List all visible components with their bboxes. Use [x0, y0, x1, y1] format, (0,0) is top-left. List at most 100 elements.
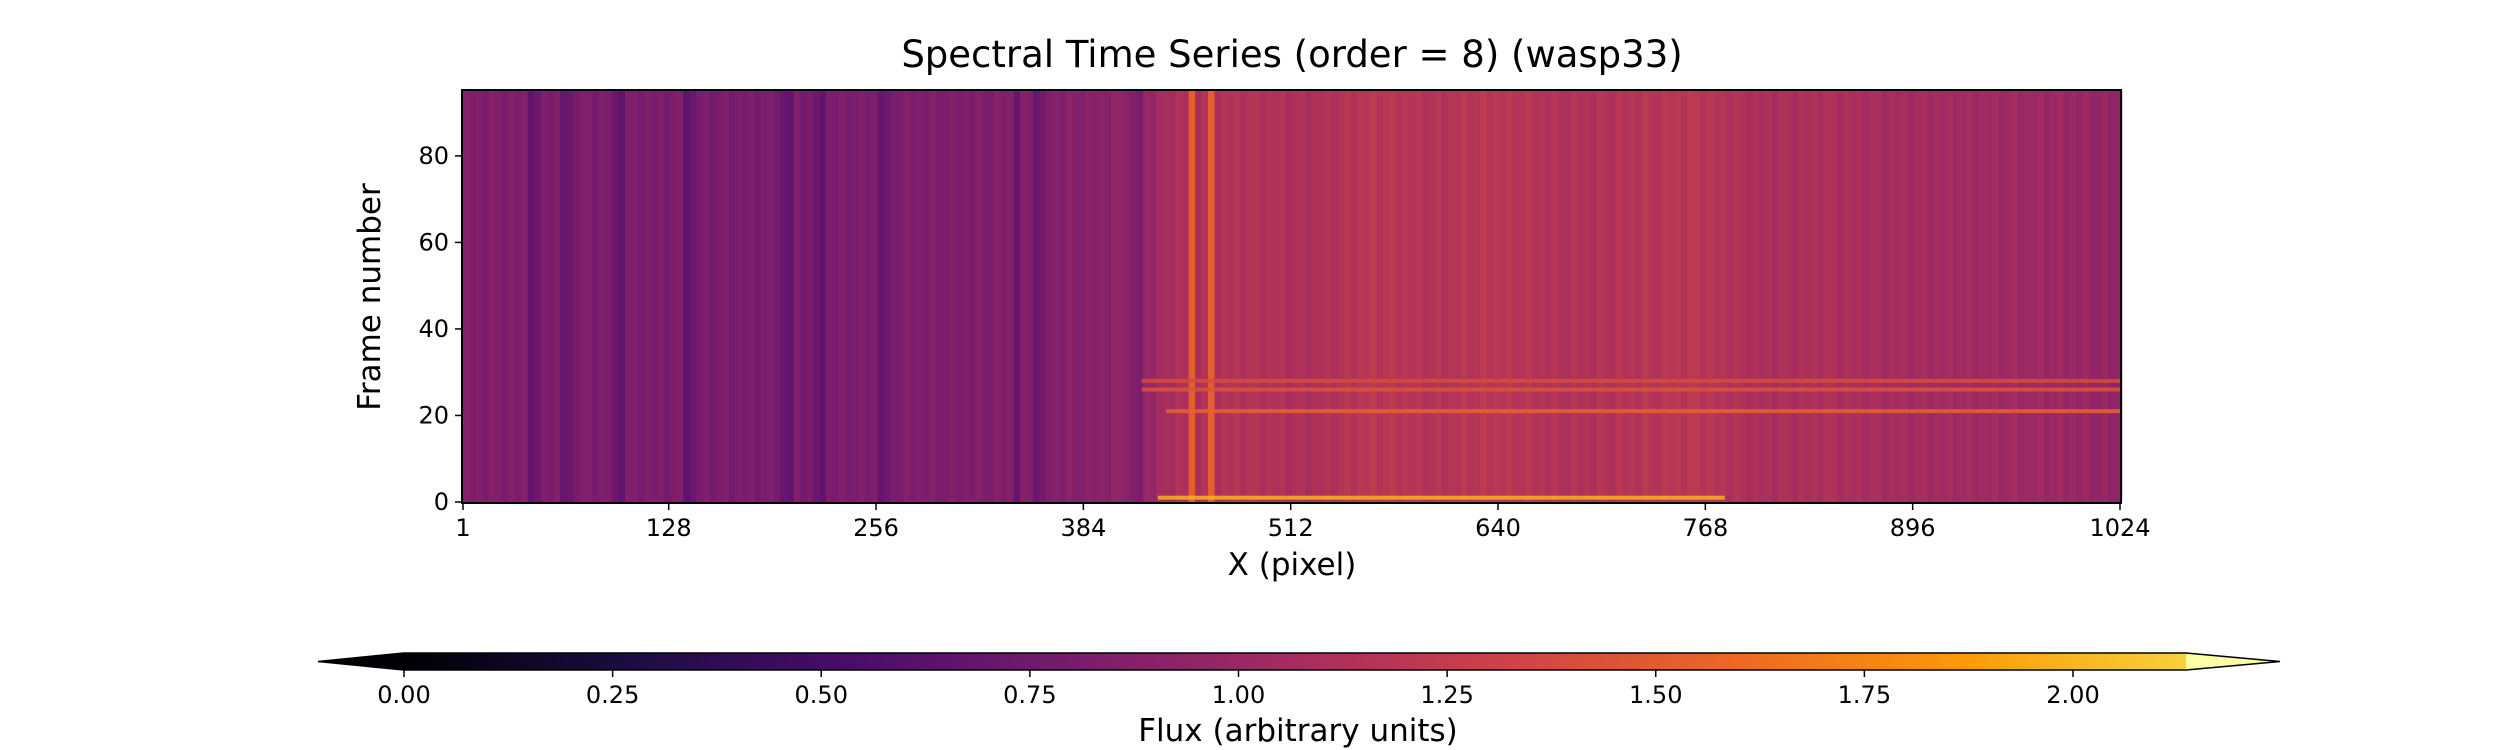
- heatmap-column: [1480, 91, 1488, 502]
- heatmap-column: [1123, 91, 1131, 502]
- heatmap-column: [1901, 91, 1909, 502]
- heatmap-column: [961, 91, 969, 502]
- heatmap-column: [1810, 91, 1818, 502]
- heatmap-column: [1493, 91, 1501, 502]
- heatmap-column: [735, 91, 743, 502]
- heatmap-column: [1046, 91, 1054, 502]
- heatmap-column: [618, 91, 626, 502]
- heatmap-column: [1855, 91, 1864, 502]
- heatmap-column: [1739, 91, 1747, 502]
- heatmap-column: [475, 91, 484, 502]
- heatmap-column: [1758, 91, 1766, 502]
- heatmap-column: [1350, 91, 1358, 502]
- heatmap-column: [1460, 91, 1468, 502]
- heatmap-column: [1732, 91, 1740, 502]
- colorbar-extend-high: [2186, 653, 2280, 670]
- heatmap-column: [1661, 91, 1669, 502]
- heatmap-column: [935, 91, 944, 502]
- heatmap-column: [1907, 91, 1915, 502]
- heatmap-column: [631, 91, 639, 502]
- heatmap-column: [1013, 91, 1021, 502]
- heatmap-column: [884, 91, 892, 502]
- heatmap-column: [1175, 91, 1183, 502]
- heatmap-column: [1311, 91, 1319, 502]
- heatmap-column: [1745, 91, 1753, 502]
- heatmap-column: [683, 91, 691, 502]
- heatmap-column: [838, 91, 846, 502]
- heatmap-column: [858, 91, 866, 502]
- heatmap-column: [1078, 91, 1086, 502]
- heatmap-column: [566, 91, 574, 502]
- heatmap-image: [463, 91, 2123, 502]
- heatmap-column: [2011, 91, 2019, 502]
- heatmap-column: [1039, 91, 1047, 502]
- heatmap-column: [1706, 91, 1715, 502]
- heatmap-column: [929, 91, 937, 502]
- heatmap-column: [1920, 91, 1928, 502]
- heatmap-column: [1875, 91, 1883, 502]
- heatmap-column: [1525, 91, 1533, 502]
- heatmap-column: [1143, 91, 1151, 502]
- heatmap-column: [1532, 91, 1540, 502]
- x-tick-label: 640: [1475, 514, 1521, 542]
- heatmap-column: [1305, 91, 1313, 502]
- colorbar-tick-label: 0.50: [795, 681, 848, 709]
- heatmap-column: [605, 91, 613, 502]
- heatmap-column: [1616, 91, 1624, 502]
- heatmap-column: [1026, 91, 1034, 502]
- heatmap-column: [767, 91, 775, 502]
- heatmap-column: [1402, 91, 1410, 502]
- heatmap-column: [1622, 91, 1630, 502]
- heatmap-column: [812, 91, 820, 502]
- heatmap-bright-row: [1141, 378, 2120, 383]
- heatmap-column: [1959, 91, 1967, 502]
- heatmap-column: [780, 91, 788, 502]
- colorbar-tick-label: 1.25: [1420, 681, 1473, 709]
- heatmap-column: [1208, 91, 1216, 502]
- heatmap-column: [1570, 91, 1578, 502]
- heatmap-column: [2037, 91, 2045, 502]
- heatmap-column: [1771, 91, 1779, 502]
- heatmap-column: [1033, 91, 1041, 502]
- heatmap-column: [1823, 91, 1831, 502]
- heatmap-column: [1337, 91, 1345, 502]
- heatmap-column: [1979, 91, 1987, 502]
- heatmap-column: [1104, 91, 1112, 502]
- heatmap-column: [2095, 91, 2103, 502]
- heatmap-column: [696, 91, 704, 502]
- heatmap-column: [637, 91, 646, 502]
- heatmap-column: [1149, 91, 1157, 502]
- heatmap-column: [864, 91, 872, 502]
- heatmap-column: [1849, 91, 1857, 502]
- plot-frame: [461, 89, 2122, 504]
- y-axis-label: Frame number: [352, 183, 388, 411]
- heatmap-column: [1363, 91, 1371, 502]
- y-axis-ticks: 0 20 40 60 80: [418, 142, 463, 516]
- heatmap-column: [599, 91, 607, 502]
- heatmap-column: [1791, 91, 1799, 502]
- heatmap-column: [2076, 91, 2084, 502]
- heatmap-column: [1506, 91, 1514, 502]
- heatmap-column: [1830, 91, 1838, 502]
- heatmap-column: [1117, 91, 1125, 502]
- x-tick-label: 128: [646, 514, 692, 542]
- heatmap-column: [974, 91, 982, 502]
- x-axis-label: X (pixel): [1228, 547, 1357, 583]
- heatmap-column: [1059, 91, 1067, 502]
- heatmap-column: [2024, 91, 2032, 502]
- heatmap-column: [1182, 91, 1190, 502]
- heatmap-column: [1292, 91, 1300, 502]
- heatmap-column: [702, 91, 710, 502]
- heatmap-column: [1227, 91, 1235, 502]
- heatmap-column: [1214, 91, 1222, 502]
- heatmap-column: [806, 91, 814, 502]
- heatmap-column: [1609, 91, 1617, 502]
- heatmap-column: [508, 91, 516, 502]
- heatmap-column: [1467, 91, 1475, 502]
- heatmap-column: [948, 91, 957, 502]
- heatmap-column: [1927, 91, 1935, 502]
- x-tick-label: 256: [853, 514, 899, 542]
- heatmap-column: [1966, 91, 1974, 502]
- x-tick-label: 1: [455, 514, 470, 542]
- heatmap-column: [877, 91, 885, 502]
